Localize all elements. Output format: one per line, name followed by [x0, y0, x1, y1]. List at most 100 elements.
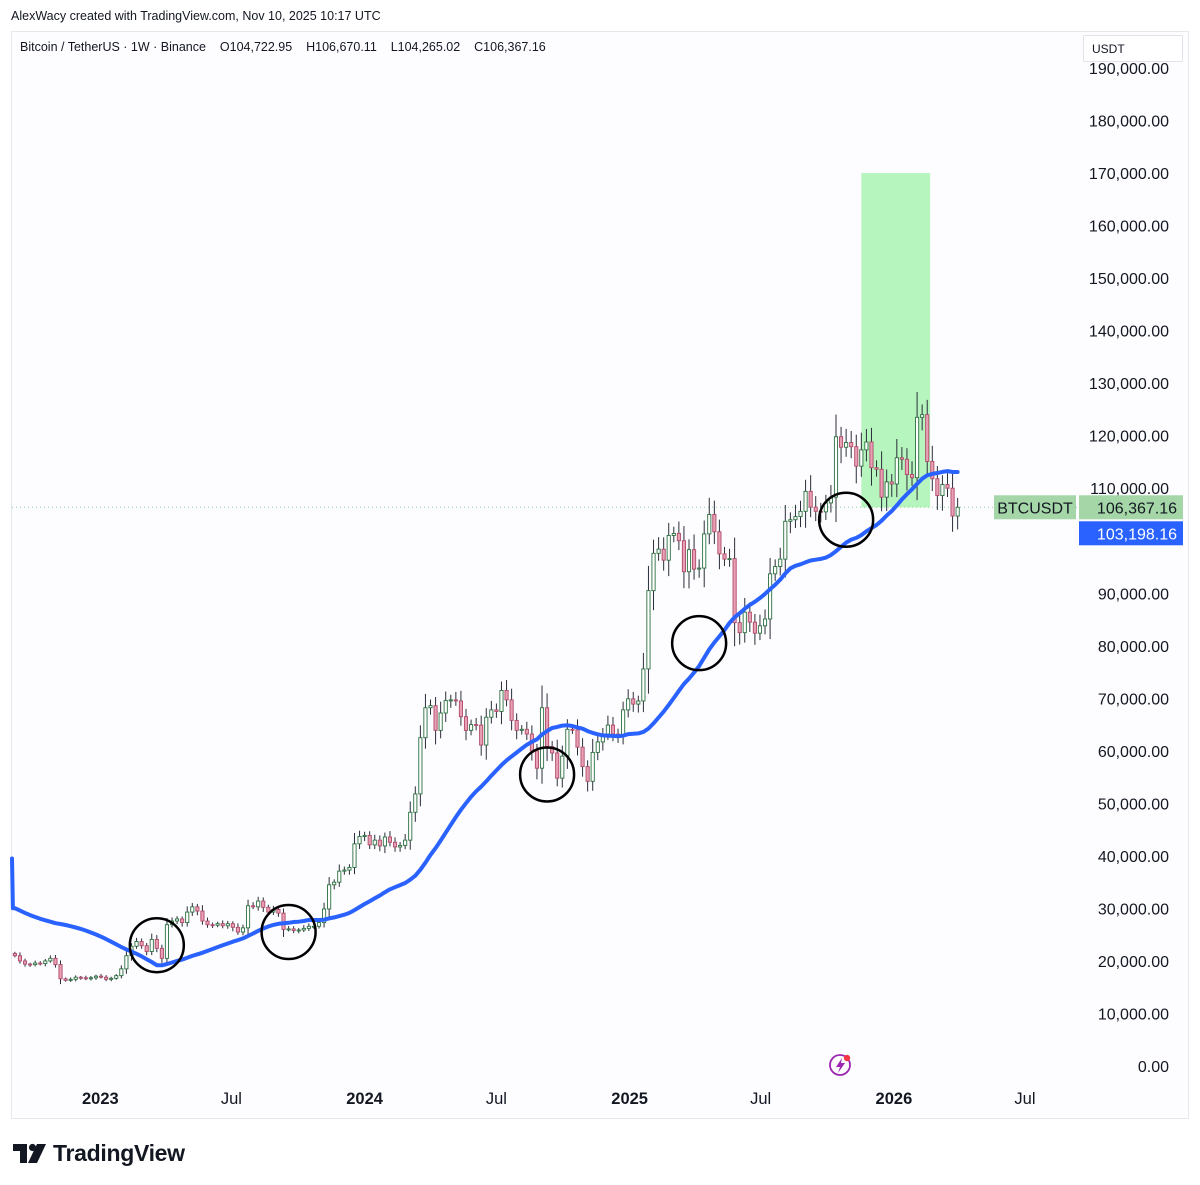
- candle-bear: [925, 399, 930, 477]
- candle-body: [727, 558, 732, 561]
- candle-bull: [408, 801, 413, 850]
- candle-body: [337, 870, 342, 883]
- touch-circle[interactable]: [518, 746, 576, 803]
- symbol-name[interactable]: Bitcoin / TetherUS · 1W · Binance: [20, 40, 206, 54]
- candle-bull: [626, 689, 631, 718]
- y-tick-label: 140,000.00: [1089, 324, 1169, 341]
- y-tick-label: 120,000.00: [1089, 429, 1169, 446]
- candle-body: [58, 964, 63, 980]
- candle-body: [636, 700, 641, 705]
- touch-circle[interactable]: [128, 916, 186, 974]
- candle-bear: [53, 954, 58, 968]
- candle-body: [803, 490, 808, 512]
- candle-bull: [595, 734, 600, 761]
- candle-bear: [433, 696, 438, 745]
- candle-bear: [205, 917, 210, 928]
- candle-bear: [28, 962, 33, 967]
- candle-bear: [717, 519, 722, 570]
- candle-body: [332, 881, 337, 886]
- candle-body: [519, 728, 524, 731]
- touch-circle[interactable]: [260, 903, 317, 961]
- candle-bear: [874, 460, 879, 477]
- candle-bull: [757, 614, 763, 641]
- candle-body: [428, 705, 433, 709]
- candle-bear: [83, 975, 88, 981]
- candle-body: [732, 558, 737, 624]
- y-tick-label: 40,000.00: [1098, 849, 1169, 866]
- last-price-tag: [1079, 495, 1183, 520]
- candle-body: [342, 869, 347, 872]
- touch-circle[interactable]: [670, 614, 728, 672]
- candle-body: [894, 457, 899, 485]
- candle-bear: [104, 975, 109, 982]
- candle-bull: [778, 547, 783, 576]
- candle-body: [545, 707, 550, 748]
- candle-body: [489, 709, 494, 718]
- y-tick-label: 0.00: [1138, 1059, 1169, 1076]
- candle-bull: [859, 432, 864, 477]
- ticker-tag: [994, 495, 1076, 520]
- candle-bull: [256, 896, 261, 911]
- candle-body: [610, 724, 616, 735]
- candle-bear: [681, 526, 686, 589]
- candle-body: [940, 484, 945, 497]
- candle-bull: [175, 916, 180, 925]
- candle-bear: [631, 691, 636, 712]
- last-price-label: 106,367.16: [1097, 500, 1177, 517]
- candle-body: [357, 836, 362, 845]
- candle-bull: [438, 701, 443, 739]
- candle-body: [844, 442, 849, 448]
- candle-bear: [692, 534, 697, 580]
- candle-body: [109, 977, 114, 980]
- candle-bear: [159, 944, 164, 963]
- y-tick-label: 50,000.00: [1098, 796, 1169, 813]
- candle-body: [752, 621, 757, 634]
- candle-bear: [251, 902, 256, 910]
- candle-bull: [73, 975, 78, 982]
- candle-body: [286, 928, 291, 931]
- touch-circle[interactable]: [817, 491, 875, 548]
- candle-body: [793, 516, 798, 521]
- candle-bull: [762, 609, 768, 635]
- lightning-event-icon[interactable]: [829, 1054, 851, 1076]
- candle-bull: [823, 494, 828, 520]
- candle-bull: [940, 475, 945, 511]
- candle-bull: [114, 974, 119, 980]
- candle-body: [180, 918, 185, 924]
- ohlc-high: H106,670.11: [306, 40, 377, 54]
- ohlc-open: O104,722.95: [219, 40, 293, 54]
- tradingview-logo-icon: [13, 1143, 46, 1163]
- candle-bull: [398, 842, 403, 852]
- candle-body: [398, 844, 403, 848]
- ma-price-tag: [1079, 521, 1183, 546]
- candle-bull: [707, 497, 712, 545]
- candle-bull: [352, 832, 357, 875]
- candle-bull: [332, 879, 337, 890]
- candle-bull: [656, 537, 661, 561]
- moving-average-line[interactable]: [10, 469, 960, 968]
- x-tick-label: 2026: [876, 1090, 913, 1108]
- candle-bull: [489, 700, 494, 724]
- candle-body: [499, 689, 504, 712]
- tradingview-branding: TradingView: [13, 1139, 185, 1167]
- candle-body: [22, 960, 28, 965]
- candle-bear: [200, 905, 205, 925]
- candle-bull: [702, 520, 707, 588]
- candle-bull: [448, 694, 453, 708]
- candle-body: [869, 441, 874, 469]
- candle-body: [773, 566, 778, 575]
- candle-body: [408, 811, 413, 841]
- candle-bull: [418, 725, 423, 807]
- candle-body: [884, 481, 889, 498]
- candle-body: [920, 414, 925, 418]
- candle-bear: [839, 426, 844, 464]
- currency-selector[interactable]: USDT: [1083, 35, 1183, 62]
- candle-body: [757, 625, 763, 634]
- candle-bear: [813, 496, 818, 522]
- candle-body: [631, 698, 636, 705]
- candle-bull: [666, 522, 671, 577]
- candle-body: [925, 414, 930, 462]
- candle-bear: [737, 615, 742, 645]
- candle-bull: [245, 899, 251, 937]
